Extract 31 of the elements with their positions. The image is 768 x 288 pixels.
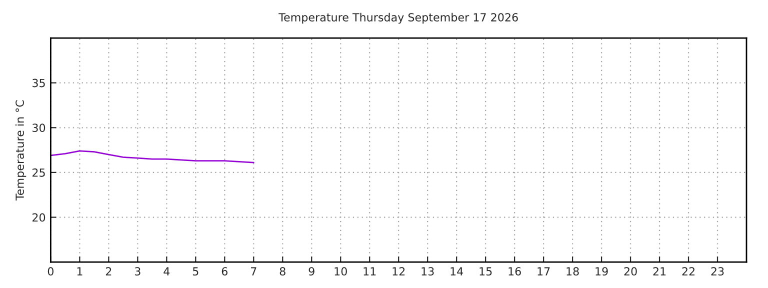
x-tick-label: 2 <box>106 267 112 276</box>
x-tick-label: 16 <box>508 267 521 276</box>
y-tick-label: 25 <box>32 168 45 177</box>
x-tick-label: 23 <box>711 267 724 276</box>
x-tick-label: 14 <box>450 267 464 276</box>
x-tick-label: 1 <box>77 267 82 276</box>
x-tick-label: 12 <box>392 267 405 276</box>
x-tick-label: 8 <box>280 267 286 276</box>
x-tick-label: 10 <box>334 267 347 276</box>
x-tick-label: 6 <box>222 267 228 276</box>
x-tick-label: 22 <box>682 267 694 276</box>
x-tick-label: 5 <box>192 267 198 276</box>
y-tick-label: 35 <box>32 78 45 88</box>
x-tick-label: 9 <box>308 267 314 276</box>
x-tick-label: 19 <box>596 267 608 276</box>
x-tick-label: 7 <box>251 267 256 276</box>
x-tick-label: 13 <box>422 267 434 276</box>
x-tick-label: 15 <box>480 267 492 276</box>
y-tick-label: 30 <box>32 124 46 132</box>
x-tick-label: 20 <box>624 267 637 276</box>
line-series <box>50 150 254 164</box>
x-tick-label: 0 <box>48 267 54 276</box>
y-axis-title: Temperature in °C <box>15 100 26 201</box>
x-tick-label: 21 <box>653 267 666 276</box>
y-tick-label: 20 <box>32 213 46 222</box>
x-tick-label: 4 <box>164 267 170 276</box>
x-tick-label: 11 <box>364 267 376 276</box>
x-tick-label: 17 <box>538 267 550 276</box>
x-tick-label: 3 <box>134 267 140 276</box>
x-tick-label: 18 <box>566 267 579 276</box>
chart-title: Temperature Thursday September 17 2026 <box>278 12 518 24</box>
